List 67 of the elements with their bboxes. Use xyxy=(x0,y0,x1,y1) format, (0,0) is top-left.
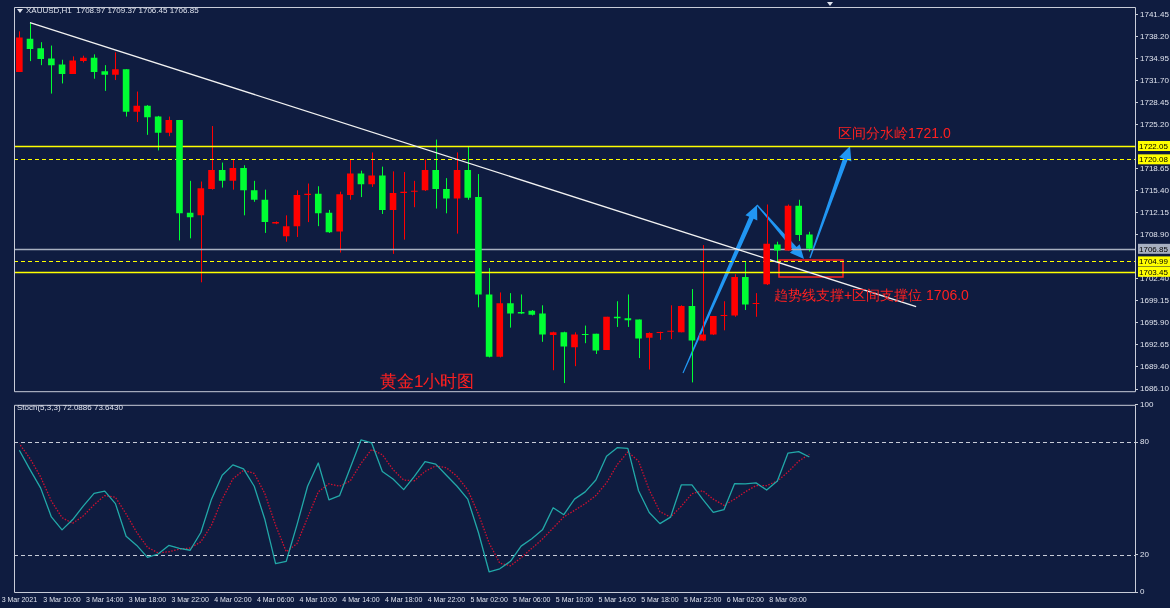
candlestick xyxy=(165,116,173,137)
candlestick xyxy=(346,159,354,201)
candlestick xyxy=(368,151,375,188)
annotation: XAUUSD,H1 1708.97 1709.37 1706.45 1706.85 xyxy=(26,6,200,16)
candlestick xyxy=(282,214,290,243)
ref-line-label: 1722.05 xyxy=(1139,141,1169,151)
annotation: Stoch(5,3,3) 72.0886 73.6430 xyxy=(17,403,124,413)
annotation: 黄金1小时图 xyxy=(380,371,475,391)
y-tick-label: 1738.20 xyxy=(1140,31,1170,41)
candlestick xyxy=(806,231,813,253)
y-tick-label: 1725.20 xyxy=(1140,119,1170,129)
candlestick xyxy=(229,158,237,191)
ref-line-label: 1703.45 xyxy=(1139,267,1169,277)
y-tick-label: 1695.90 xyxy=(1140,318,1170,328)
y-tick-label: 1692.65 xyxy=(1140,340,1170,350)
candlestick xyxy=(421,158,429,192)
candlestick xyxy=(709,315,717,336)
y-tick-label: 1712.15 xyxy=(1140,208,1170,218)
y-tick-label: 1741.45 xyxy=(1140,9,1170,19)
y-tick-label: 1702.40 xyxy=(1140,274,1170,284)
candlestick xyxy=(250,180,258,203)
candlestick xyxy=(507,292,514,329)
candlestick xyxy=(154,115,162,151)
candlestick xyxy=(240,164,247,216)
ref-line-label: 1706.85 xyxy=(1139,244,1169,254)
candlestick xyxy=(48,45,55,95)
candlestick xyxy=(560,331,568,384)
candlestick xyxy=(101,64,109,92)
candlestick xyxy=(635,319,642,359)
candlestick xyxy=(645,331,653,371)
candlestick xyxy=(208,125,215,191)
ref-line-label: 1720.08 xyxy=(1139,155,1169,165)
candlestick xyxy=(144,104,151,136)
candlestick xyxy=(443,177,450,214)
y-tick-label: 80 xyxy=(1140,437,1150,447)
candlestick xyxy=(699,244,706,342)
candlestick xyxy=(411,180,418,208)
ref-line-label: 1704.99 xyxy=(1139,257,1169,267)
y-tick-label: 1708.90 xyxy=(1140,230,1170,240)
y-tick-label: 1686.10 xyxy=(1140,384,1170,394)
candlestick xyxy=(112,51,119,81)
y-tick-label: 100 xyxy=(1140,400,1154,409)
y-tick-label: 1731.70 xyxy=(1140,75,1170,85)
y-tick-label: 1689.40 xyxy=(1140,362,1170,372)
candlestick xyxy=(133,91,141,123)
annotation: 区间分水岭1721.0 xyxy=(838,125,952,142)
candlestick xyxy=(357,170,365,198)
candlestick xyxy=(432,139,440,210)
y-tick-label: 1718.65 xyxy=(1140,164,1170,174)
candlestick xyxy=(624,293,632,328)
candlestick xyxy=(389,170,397,255)
candlestick xyxy=(314,185,322,227)
candlestick xyxy=(26,22,34,62)
candlestick xyxy=(218,162,226,189)
y-tick-label: 0 xyxy=(1140,587,1145,597)
candlestick xyxy=(539,304,546,343)
y-tick-label: 1715.40 xyxy=(1140,186,1170,196)
y-tick-label: 20 xyxy=(1140,549,1150,559)
candlestick xyxy=(549,331,557,371)
y-tick-label: 1734.95 xyxy=(1140,53,1170,63)
y-tick-label: 1699.15 xyxy=(1140,296,1170,306)
y-tick-label: 1728.45 xyxy=(1140,97,1170,107)
candlestick xyxy=(37,41,44,66)
candlestick xyxy=(774,241,781,262)
candlestick xyxy=(667,304,674,340)
candlestick xyxy=(571,331,578,367)
candlestick xyxy=(58,59,66,84)
